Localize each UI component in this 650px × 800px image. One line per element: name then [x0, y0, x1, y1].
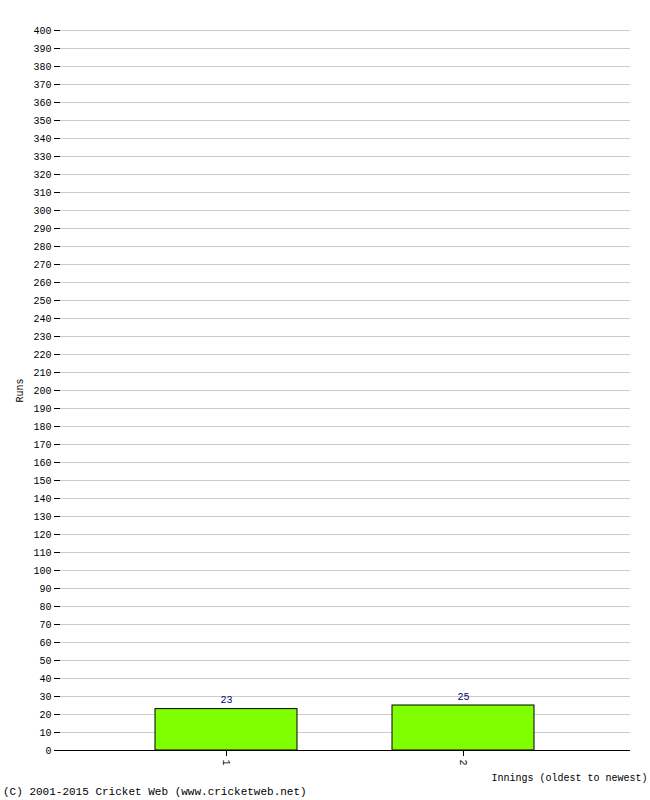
svg-text:270: 270 [33, 260, 51, 271]
svg-text:190: 190 [33, 404, 51, 415]
svg-text:290: 290 [33, 224, 51, 235]
svg-text:160: 160 [33, 458, 51, 469]
svg-text:25: 25 [457, 692, 469, 703]
svg-text:Innings (oldest to newest): Innings (oldest to newest) [491, 773, 647, 784]
svg-text:170: 170 [33, 440, 51, 451]
svg-text:150: 150 [33, 476, 51, 487]
svg-text:100: 100 [33, 566, 51, 577]
svg-text:30: 30 [39, 692, 51, 703]
svg-text:260: 260 [33, 278, 51, 289]
svg-text:0: 0 [45, 746, 51, 757]
svg-text:400: 400 [33, 26, 51, 37]
svg-text:210: 210 [33, 368, 51, 379]
svg-text:230: 230 [33, 332, 51, 343]
svg-text:1: 1 [220, 760, 231, 766]
svg-text:60: 60 [39, 638, 51, 649]
svg-text:Runs: Runs [15, 378, 26, 402]
svg-text:10: 10 [39, 728, 51, 739]
svg-text:110: 110 [33, 548, 51, 559]
svg-text:300: 300 [33, 206, 51, 217]
svg-text:250: 250 [33, 296, 51, 307]
svg-text:340: 340 [33, 134, 51, 145]
svg-text:280: 280 [33, 242, 51, 253]
svg-text:70: 70 [39, 620, 51, 631]
svg-text:120: 120 [33, 530, 51, 541]
svg-text:200: 200 [33, 386, 51, 397]
svg-text:370: 370 [33, 80, 51, 91]
svg-text:130: 130 [33, 512, 51, 523]
svg-text:350: 350 [33, 116, 51, 127]
svg-text:20: 20 [39, 710, 51, 721]
svg-text:180: 180 [33, 422, 51, 433]
svg-text:390: 390 [33, 44, 51, 55]
svg-text:40: 40 [39, 674, 51, 685]
svg-text:140: 140 [33, 494, 51, 505]
svg-text:320: 320 [33, 170, 51, 181]
svg-text:90: 90 [39, 584, 51, 595]
svg-text:240: 240 [33, 314, 51, 325]
svg-text:380: 380 [33, 62, 51, 73]
html-text:(C) 2001-2015 Cricket Web (www: (C) 2001-2015 Cricket Web (www.cricketwe… [3, 786, 307, 798]
svg-text:80: 80 [39, 602, 51, 613]
svg-text:2: 2 [457, 760, 468, 766]
svg-text:360: 360 [33, 98, 51, 109]
svg-text:50: 50 [39, 656, 51, 667]
svg-text:220: 220 [33, 350, 51, 361]
svg-text:330: 330 [33, 152, 51, 163]
svg-text:23: 23 [220, 695, 232, 706]
svg-text:310: 310 [33, 188, 51, 199]
